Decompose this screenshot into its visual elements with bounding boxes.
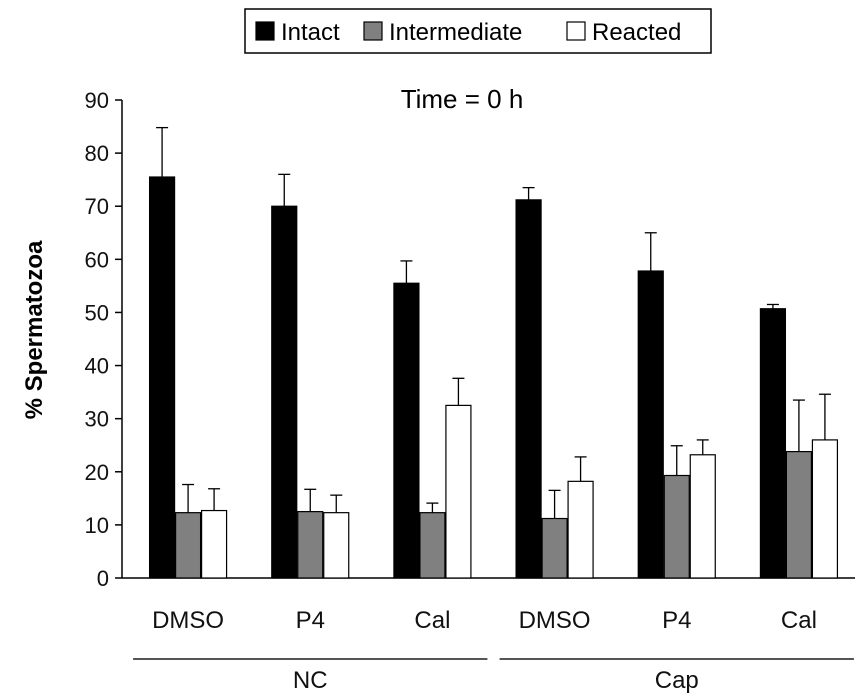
bar-intact (393, 282, 420, 579)
bar-reacted (323, 512, 350, 579)
bar-intact (271, 205, 298, 579)
x-tick-label: P4 (662, 607, 691, 634)
legend-label-intermediate: Intermediate (389, 19, 522, 46)
x-tick-label: DMSO (152, 607, 224, 634)
x-axis-labels: DMSO P4 Cal DMSO P4 Cal (152, 607, 817, 634)
bar-reacted (567, 480, 594, 579)
bar-intact (148, 176, 176, 579)
y-tick-label: 10 (85, 513, 109, 538)
bar-reacted (200, 509, 228, 579)
y-tick-label: 40 (85, 354, 109, 379)
y-axis-label: % Spermatozoa (21, 240, 48, 419)
x-tick-label: DMSO (519, 607, 591, 634)
legend-swatch-intermediate (363, 21, 383, 41)
y-tick-label: 30 (85, 407, 109, 432)
x-tick-label: Cal (781, 607, 817, 634)
legend-swatch-reacted (566, 21, 586, 41)
bar-reacted (689, 454, 716, 579)
bar-intermediate (297, 511, 324, 579)
y-tick-label: 90 (85, 88, 109, 113)
bar-intact (759, 308, 787, 579)
x-tick-label: P4 (296, 607, 325, 634)
group-label: Cap (655, 667, 699, 694)
legend-label-intact: Intact (281, 19, 340, 46)
bar-intermediate (174, 512, 202, 579)
bar-intermediate (541, 517, 568, 579)
y-tick-label: 80 (85, 141, 109, 166)
bar-intermediate (419, 512, 446, 579)
bar-reacted (445, 404, 472, 579)
chart-title: Time = 0 h (401, 84, 524, 114)
legend: Intact Intermediate Reacted (244, 8, 712, 54)
bars (148, 126, 839, 579)
axes: 0 10 20 30 40 50 60 70 80 90 (85, 88, 855, 591)
group-label: NC (293, 667, 328, 694)
bar-reacted (811, 439, 839, 579)
y-tick-label: 0 (97, 566, 109, 591)
bar-intermediate (785, 450, 813, 579)
bar-intact (515, 199, 542, 579)
y-tick-label: 50 (85, 300, 109, 325)
bar-intact (637, 270, 664, 579)
y-tick-label: 60 (85, 247, 109, 272)
legend-box (244, 8, 712, 54)
legend-swatch-intact (255, 21, 275, 41)
bar-intermediate (663, 474, 690, 579)
y-tick-label: 20 (85, 460, 109, 485)
y-tick-label: 70 (85, 194, 109, 219)
legend-label-reacted: Reacted (592, 19, 681, 46)
group-labels: NC Cap (133, 658, 854, 694)
x-tick-label: Cal (414, 607, 450, 634)
